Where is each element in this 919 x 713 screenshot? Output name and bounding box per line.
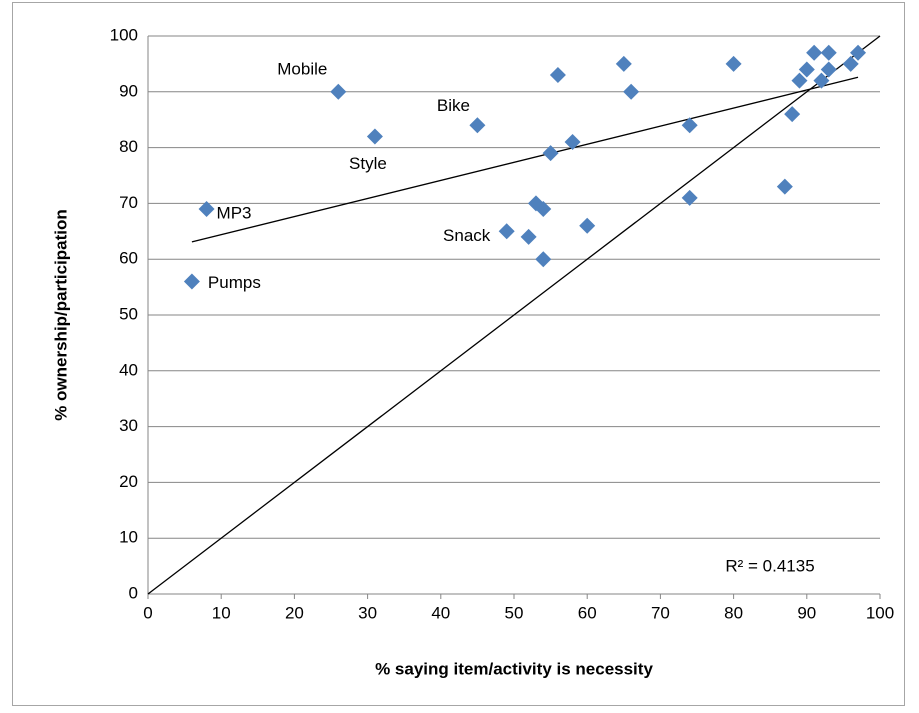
y-tick-label: 80 bbox=[119, 137, 138, 156]
x-tick-label: 40 bbox=[431, 603, 450, 622]
point-label: Snack bbox=[443, 226, 491, 245]
point-label: MP3 bbox=[217, 203, 252, 222]
point bbox=[198, 200, 215, 217]
y-tick-label: 70 bbox=[119, 193, 138, 212]
x-tick-label: 100 bbox=[866, 603, 894, 622]
point bbox=[498, 223, 515, 240]
point bbox=[776, 178, 793, 195]
point bbox=[520, 228, 537, 245]
y-tick-label: 10 bbox=[119, 528, 138, 547]
point bbox=[850, 44, 867, 61]
y-tick-label: 50 bbox=[119, 304, 138, 323]
point bbox=[579, 217, 596, 234]
point bbox=[564, 134, 581, 151]
y-tick-label: 100 bbox=[110, 25, 138, 44]
x-tick-label: 50 bbox=[505, 603, 524, 622]
r-squared: R² = 0.4135 bbox=[725, 556, 814, 575]
point bbox=[535, 200, 552, 217]
point bbox=[820, 44, 837, 61]
y-axis-title: % ownership/participation bbox=[51, 209, 70, 421]
point bbox=[784, 106, 801, 123]
y-tick-label: 40 bbox=[119, 360, 138, 379]
point bbox=[681, 117, 698, 134]
point bbox=[615, 55, 632, 72]
point-label: Mobile bbox=[277, 59, 327, 78]
x-tick-label: 80 bbox=[724, 603, 743, 622]
point bbox=[366, 128, 383, 145]
point bbox=[183, 273, 200, 290]
y-tick-label: 60 bbox=[119, 249, 138, 268]
point-label: Style bbox=[349, 154, 387, 173]
trendline bbox=[191, 76, 859, 243]
y-tick-label: 20 bbox=[119, 472, 138, 491]
point bbox=[535, 251, 552, 268]
point bbox=[820, 61, 837, 78]
chart-frame bbox=[12, 2, 905, 706]
x-tick-label: 30 bbox=[358, 603, 377, 622]
point bbox=[330, 83, 347, 100]
y-tick-label: 90 bbox=[119, 81, 138, 100]
x-tick-label: 10 bbox=[212, 603, 231, 622]
y-tick-label: 0 bbox=[129, 583, 138, 602]
x-axis-title: % saying item/activity is necessity bbox=[375, 659, 653, 678]
point bbox=[813, 72, 830, 89]
point bbox=[798, 61, 815, 78]
point bbox=[549, 67, 566, 84]
point bbox=[806, 44, 823, 61]
point bbox=[842, 55, 859, 72]
x-tick-label: 60 bbox=[578, 603, 597, 622]
point bbox=[791, 72, 808, 89]
point bbox=[623, 83, 640, 100]
point bbox=[469, 117, 486, 134]
x-tick-label: 20 bbox=[285, 603, 304, 622]
point-label: Bike bbox=[437, 96, 470, 115]
point-label: Pumps bbox=[208, 273, 261, 292]
point bbox=[681, 189, 698, 206]
y-tick-label: 30 bbox=[119, 416, 138, 435]
point bbox=[725, 55, 742, 72]
x-tick-label: 70 bbox=[651, 603, 670, 622]
x-tick-label: 90 bbox=[797, 603, 816, 622]
point bbox=[542, 145, 559, 162]
x-tick-label: 0 bbox=[143, 603, 152, 622]
reference-line bbox=[147, 35, 881, 595]
